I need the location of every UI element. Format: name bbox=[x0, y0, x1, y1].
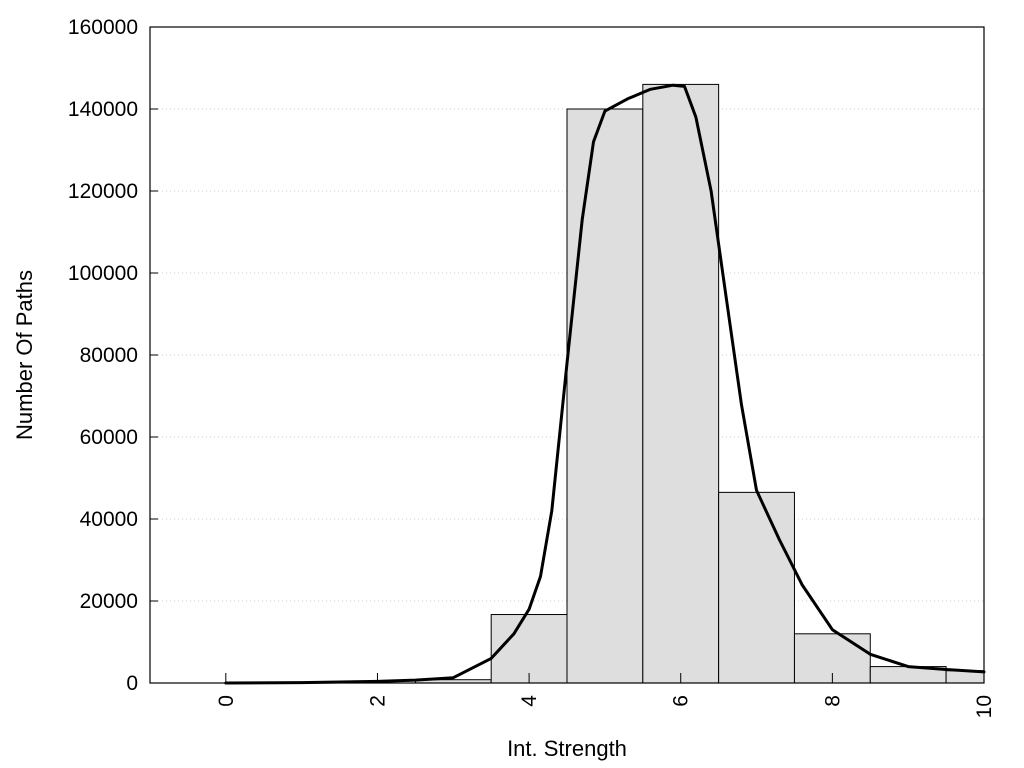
y-tick-label: 140000 bbox=[68, 98, 138, 121]
x-tick-label: 4 bbox=[518, 695, 541, 707]
x-axis-ticks: 0 2 4 6 8 10 bbox=[215, 673, 996, 718]
y-axis-label: Number Of Paths bbox=[12, 270, 37, 440]
y-tick-label: 100000 bbox=[68, 262, 138, 285]
y-axis-ticks: 0 20000 40000 60000 80000 100000 120000 140000 1… bbox=[68, 16, 158, 695]
x-axis-label: Int. Strength bbox=[507, 736, 627, 761]
x-tick-label: 0 bbox=[215, 695, 238, 707]
y-tick-label: 20000 bbox=[80, 590, 138, 613]
y-tick-label: 60000 bbox=[80, 426, 138, 449]
x-tick-label: 2 bbox=[366, 695, 389, 707]
y-tick-label: 160000 bbox=[68, 16, 138, 39]
x-tick-label: 8 bbox=[821, 695, 844, 707]
y-tick-label: 120000 bbox=[68, 180, 138, 203]
fit-curve-line bbox=[224, 83, 986, 685]
histogram-bar bbox=[718, 491, 795, 684]
y-tick-label: 0 bbox=[126, 672, 138, 695]
histogram-bar bbox=[566, 108, 644, 684]
histogram-bar bbox=[642, 83, 720, 684]
x-tick-label: 6 bbox=[670, 695, 693, 707]
y-tick-label: 40000 bbox=[80, 508, 138, 531]
histogram-bars bbox=[414, 83, 985, 684]
y-tick-label: 80000 bbox=[80, 344, 138, 367]
histogram-bar bbox=[490, 614, 568, 684]
x-tick-label: 10 bbox=[973, 695, 996, 718]
